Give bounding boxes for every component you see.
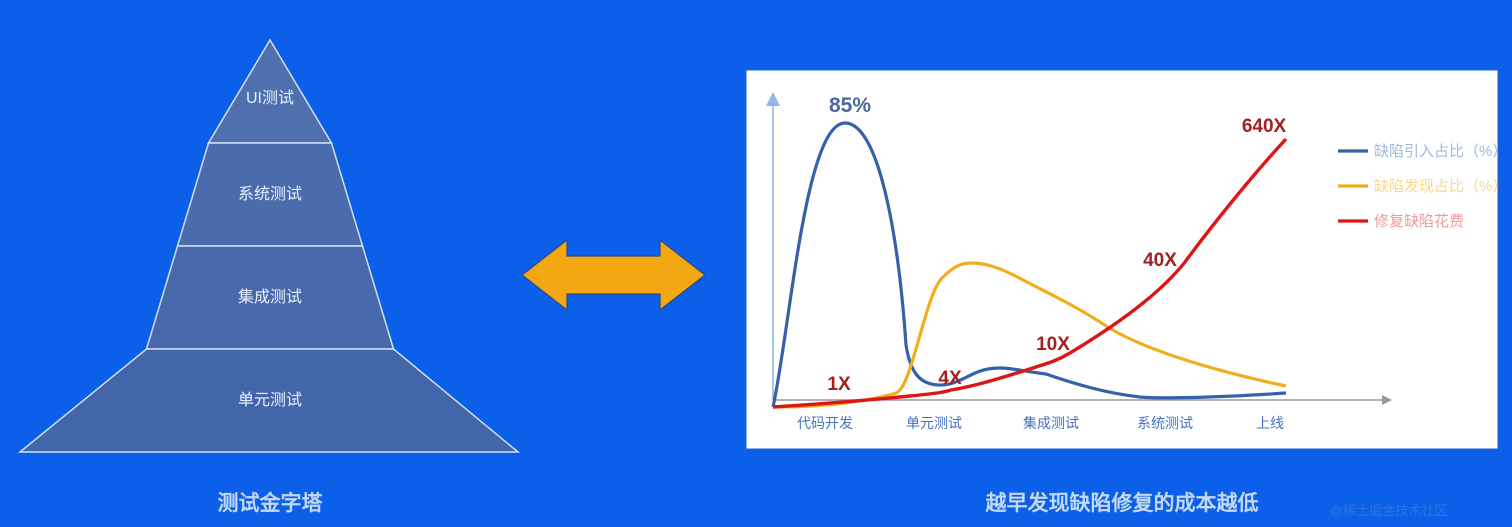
svg-text:系统测试: 系统测试 bbox=[1137, 415, 1193, 431]
svg-text:修复缺陷花费: 修复缺陷花费 bbox=[1374, 212, 1464, 230]
svg-text:10X: 10X bbox=[1036, 334, 1070, 355]
svg-text:85%: 85% bbox=[829, 94, 871, 117]
svg-text:上线: 上线 bbox=[1256, 415, 1284, 431]
svg-text:4X: 4X bbox=[938, 368, 962, 389]
svg-text:集成测试: 集成测试 bbox=[1023, 415, 1079, 431]
svg-text:代码开发: 代码开发 bbox=[797, 415, 853, 431]
svg-text:缺陷发现占比（%）: 缺陷发现占比（%） bbox=[1374, 178, 1507, 195]
svg-text:1X: 1X bbox=[827, 374, 851, 395]
svg-text:单元测试: 单元测试 bbox=[906, 415, 962, 431]
svg-text:640X: 640X bbox=[1242, 116, 1287, 137]
svg-text:缺陷引入占比（%）: 缺陷引入占比（%） bbox=[1374, 143, 1507, 160]
svg-text:40X: 40X bbox=[1143, 250, 1177, 271]
